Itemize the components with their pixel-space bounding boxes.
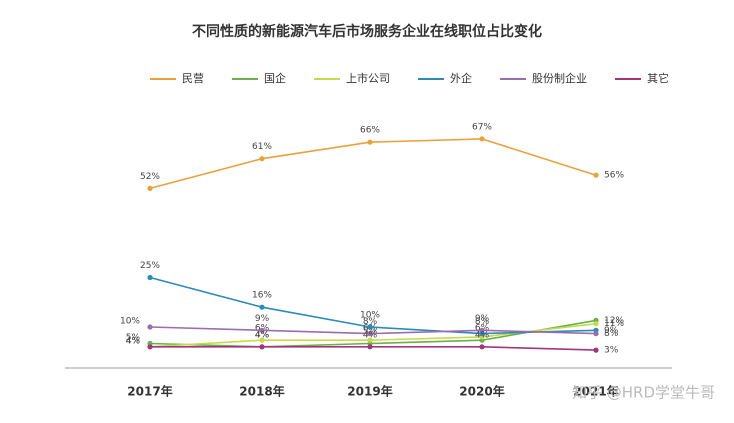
data-point <box>593 172 599 178</box>
legend-label: 上市公司 <box>346 71 390 85</box>
data-label: 11% <box>604 319 624 329</box>
data-point <box>479 136 485 142</box>
data-point <box>367 344 373 350</box>
data-point <box>367 324 373 330</box>
data-label: 10% <box>120 317 140 327</box>
data-label: 4% <box>475 330 490 340</box>
data-label: 4% <box>126 336 141 346</box>
data-label: 4% <box>363 330 378 340</box>
data-label: 61% <box>252 142 272 152</box>
data-point <box>593 321 599 327</box>
data-label: 10% <box>360 311 380 321</box>
data-label: 9% <box>475 314 490 324</box>
data-label: 9% <box>255 314 270 324</box>
legend-label: 国企 <box>264 71 286 85</box>
data-label: 8% <box>363 317 378 327</box>
data-label: 8% <box>604 329 619 339</box>
data-point <box>147 324 153 330</box>
data-label: 66% <box>360 126 380 136</box>
data-point <box>147 274 153 281</box>
data-point <box>147 344 153 350</box>
data-point <box>367 139 373 145</box>
series-line <box>149 138 597 190</box>
data-label: 56% <box>604 171 624 181</box>
data-label: 25% <box>140 261 160 271</box>
data-label: 4% <box>255 330 270 340</box>
x-tick-label: 2018年 <box>239 384 284 399</box>
data-point <box>479 344 485 350</box>
legend-label: 民营 <box>182 71 204 85</box>
data-point <box>593 347 599 353</box>
data-point <box>147 185 153 191</box>
watermark: 知乎 @HRD学堂牛哥 <box>572 384 715 402</box>
data-point <box>367 337 373 343</box>
series-line <box>150 345 597 351</box>
x-tick-label: 2021年 <box>573 384 618 399</box>
data-label: 3% <box>604 346 619 356</box>
data-label: 67% <box>472 122 492 132</box>
legend-label: 外企 <box>450 71 472 85</box>
data-label: 12% <box>604 316 624 326</box>
x-tick-label: 2019年 <box>347 384 392 399</box>
data-point <box>259 304 265 310</box>
legend-label: 股份制企业 <box>532 71 587 85</box>
data-label: 16% <box>252 291 272 301</box>
data-point <box>479 327 485 333</box>
data-point <box>259 327 265 333</box>
data-label: 4% <box>126 336 141 346</box>
data-point <box>367 331 373 337</box>
data-point <box>593 331 599 337</box>
data-point <box>259 344 265 350</box>
x-tick-label: 2017年 <box>127 384 172 399</box>
data-point <box>259 156 265 162</box>
data-point <box>259 337 265 343</box>
data-label: 52% <box>140 172 160 182</box>
x-tick-label: 2020年 <box>459 384 504 399</box>
data-label: 8% <box>475 317 490 327</box>
data-label: 5% <box>126 333 141 343</box>
data-label: 4% <box>255 330 270 340</box>
data-label: 9% <box>604 326 619 336</box>
legend-label: 其它 <box>647 71 669 85</box>
chart-title: 不同性质的新能源汽车后市场服务企业在线职位占比变化 <box>192 23 542 40</box>
